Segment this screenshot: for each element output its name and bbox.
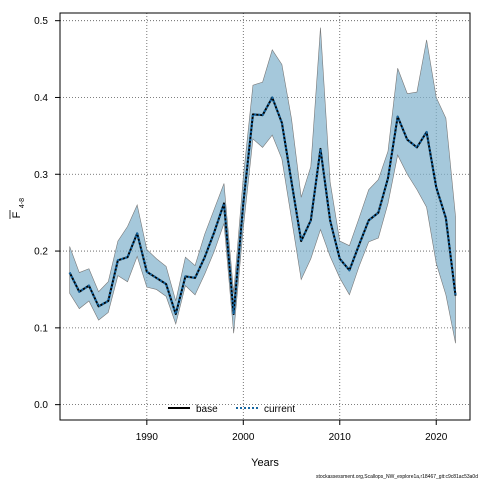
x-tick-label-2000: 2000: [232, 432, 255, 443]
y-axis-title-sub: 4-8: [19, 198, 26, 208]
axes-layer: 1990 2000 2010 2020 0.0 0.1 0.2 0.3 0.4 0.5: [34, 12, 471, 443]
x-tick-label-2010: 2010: [329, 432, 352, 443]
x-tick-label-1990: 1990: [136, 432, 159, 443]
y-tick-label-1: 0.1: [34, 323, 48, 334]
uncertainty-band-layer: [69, 27, 456, 344]
footer-credit: stockassessment.org,Scallops_NW_explore1…: [316, 474, 478, 480]
legend-base-label: base: [196, 404, 218, 415]
y-axis-title-main: F: [11, 211, 23, 218]
grid-lines: [60, 13, 470, 420]
series-line-current: [68, 96, 457, 316]
x-tick-label-2020: 2020: [425, 432, 448, 443]
series-lines-layer: [68, 96, 457, 316]
x-axis-title: Years: [251, 457, 279, 469]
y-tick-label-5: 0.5: [34, 16, 48, 27]
y-tick-label-2: 0.2: [34, 247, 48, 258]
plot-frame: [59, 12, 471, 421]
y-tick-label-3: 0.3: [34, 170, 48, 181]
y-tick-label-4: 0.4: [34, 93, 48, 104]
legend-current-label: current: [264, 404, 295, 415]
y-axis-title: F 4-8: [11, 198, 26, 219]
legend: base current: [168, 404, 295, 415]
y-tick-label-0: 0.0: [34, 400, 48, 411]
uncertainty-band: [69, 27, 456, 344]
